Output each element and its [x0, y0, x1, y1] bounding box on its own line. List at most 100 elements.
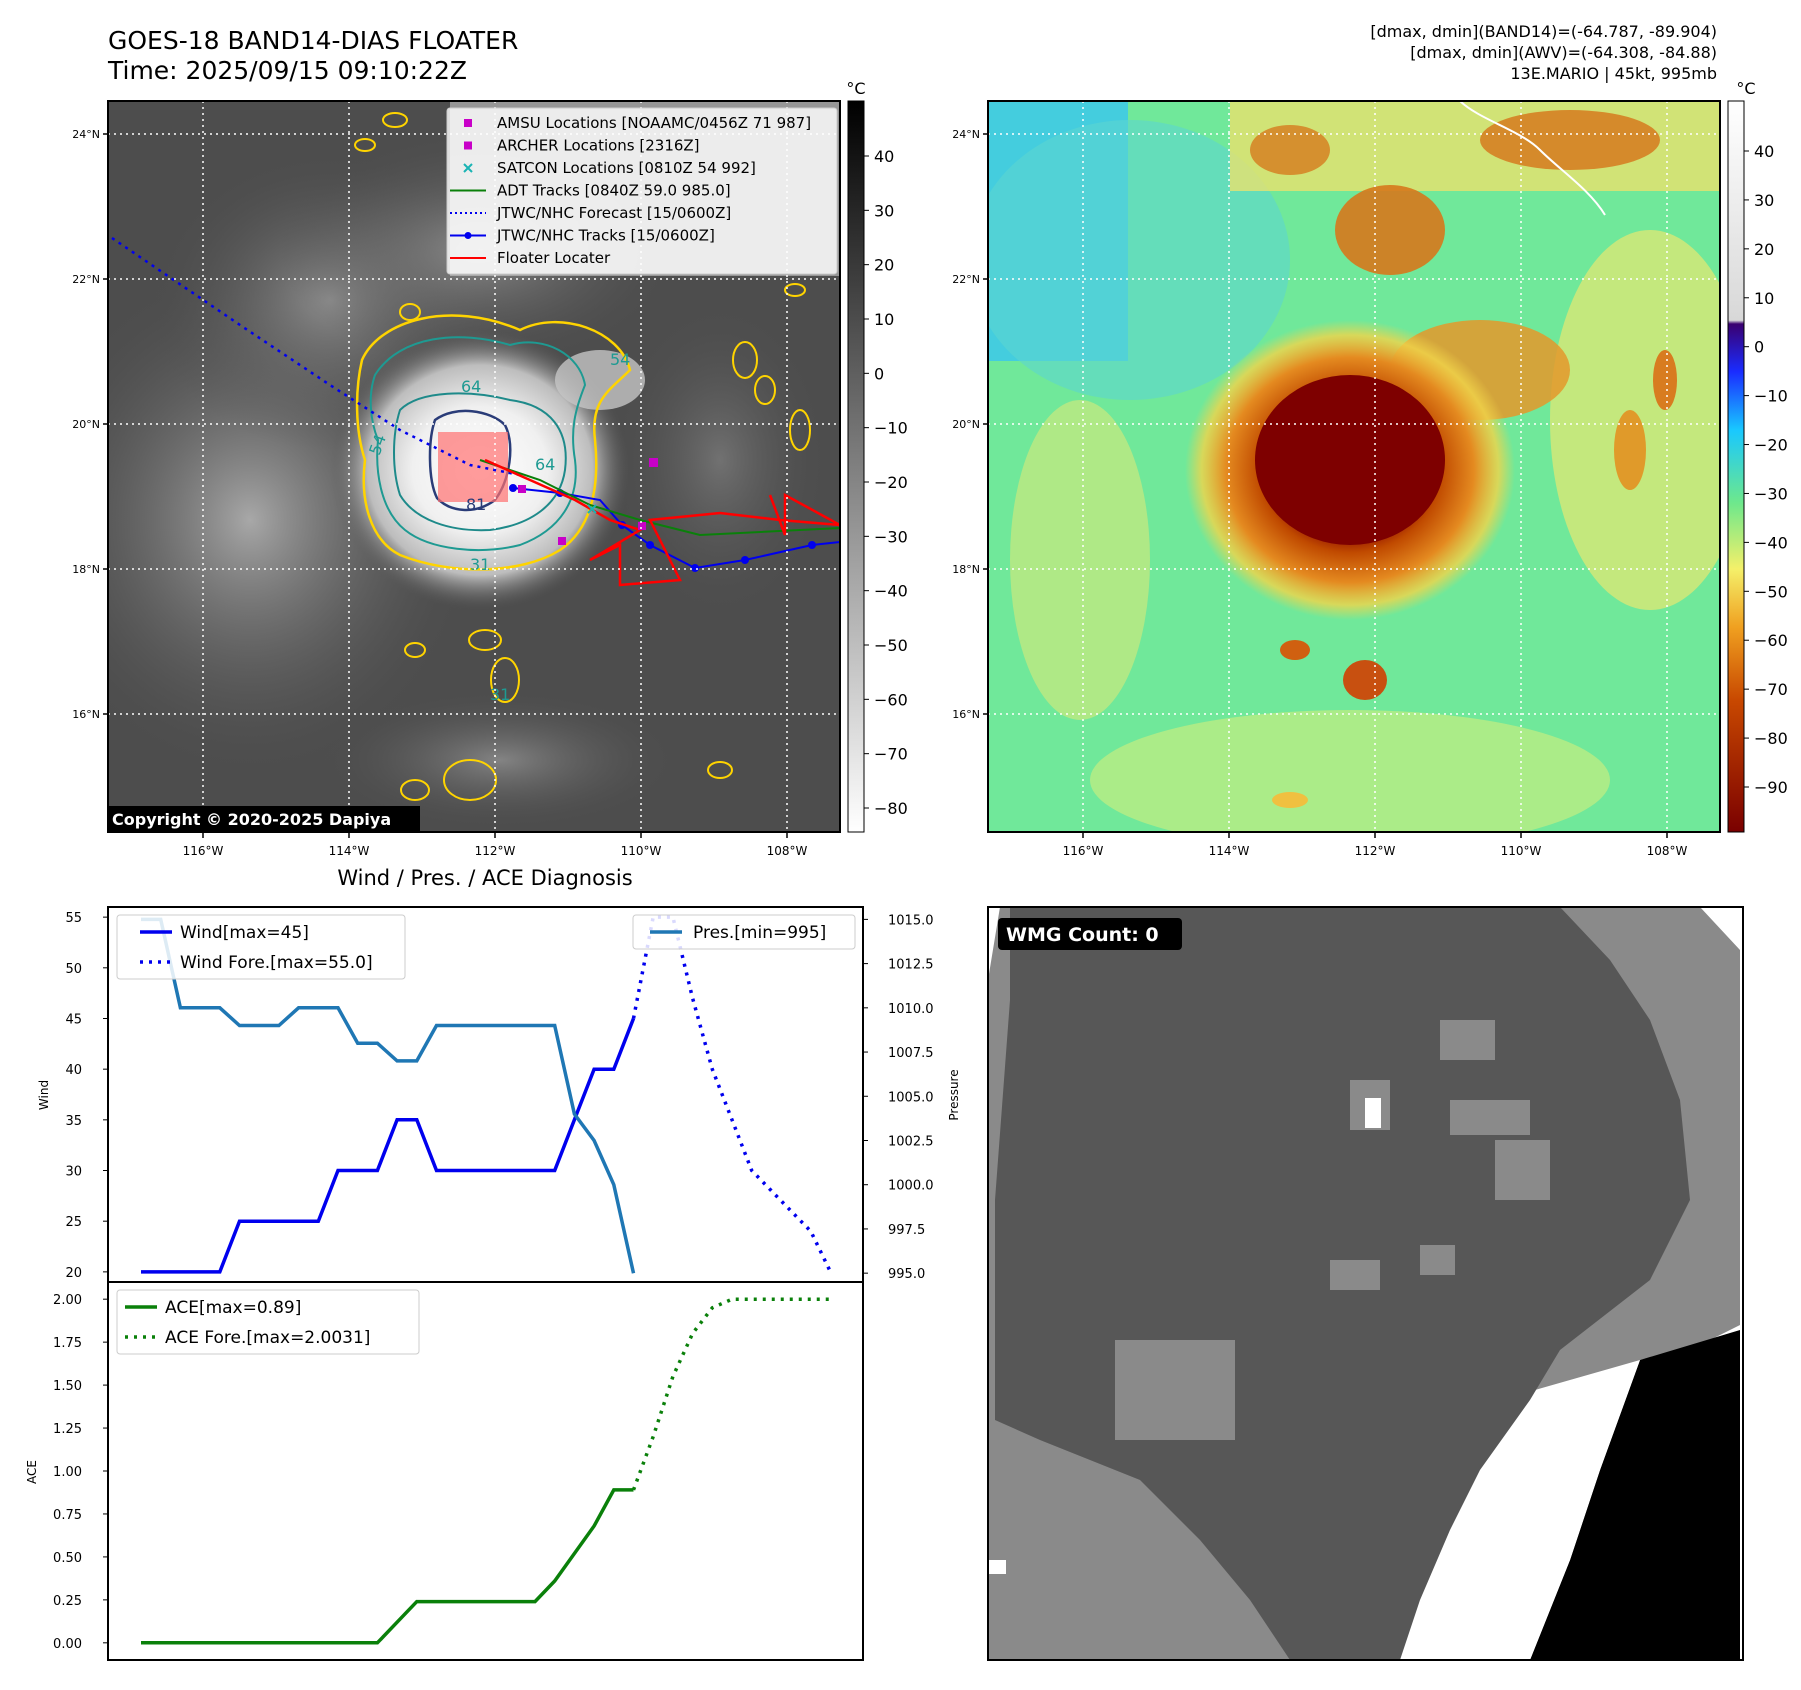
ace-axis-label: ACE [25, 1460, 39, 1484]
small-contours [354, 112, 811, 801]
pressure-tick-label: 1015.0 [888, 913, 934, 928]
lon-label: 108°W [1647, 844, 1688, 858]
floater-box [438, 432, 508, 502]
colorbar-label: 0 [1754, 338, 1764, 357]
stats-line1: [dmax, dmin](BAND14)=(-64.787, -89.904) [1370, 22, 1717, 41]
pressure-tick-label: 1000.0 [888, 1179, 934, 1194]
series-line [141, 1488, 634, 1645]
contour-label: 64 [535, 455, 555, 474]
legend-label: ARCHER Locations [2316Z] [497, 137, 700, 155]
legend-label: Pres.[min=995] [693, 923, 826, 943]
ace-tick-label: 2.00 [53, 1293, 82, 1308]
contour-label: 31 [490, 685, 510, 704]
wind-pressure-chart: Wind Pressure 20 25 30 35 40 45 50 55 995.0 997.… [37, 906, 961, 1283]
contour-label: 54 [610, 350, 630, 369]
wind-tick-label: 45 [65, 1012, 82, 1027]
pressure-tick-label: 997.5 [888, 1223, 925, 1238]
wmg-count-text: WMG Count: 0 [1006, 924, 1159, 946]
colorbar-label: −20 [1754, 436, 1788, 455]
colorbar-label: 10 [1754, 289, 1774, 308]
contour-54 [369, 336, 587, 551]
lon-label: 108°W [767, 844, 808, 858]
amsu-marker [649, 458, 658, 467]
wmg-count-badge [998, 918, 1182, 950]
lat-label: 18°N [952, 563, 980, 576]
wind-tick-label: 40 [65, 1063, 82, 1078]
lon-label: 110°W [1501, 844, 1542, 858]
lat-label: 16°N [952, 708, 980, 721]
colorbar-label: 40 [1754, 142, 1774, 161]
series-line [141, 1017, 636, 1274]
legend-marker [464, 141, 472, 150]
colorbar-label: −10 [1754, 387, 1788, 406]
legend-marker [464, 232, 472, 239]
pressure-tick-label: 1005.0 [888, 1090, 934, 1105]
colorbar-label: 30 [874, 201, 894, 220]
lat-label: 20°N [72, 418, 100, 431]
ace-tick-label: 1.25 [53, 1422, 82, 1437]
stats-line3: 13E.MARIO | 45kt, 995mb [1510, 64, 1717, 83]
legend-marker [464, 119, 472, 127]
wmg-panel: WMG Count: 0 [987, 906, 1744, 1661]
colorbar-label: −40 [874, 582, 908, 601]
colorbar-label: −80 [1754, 729, 1788, 748]
legend-label: ACE Fore.[max=2.0031] [165, 1328, 370, 1348]
colorbar-label: −40 [1754, 533, 1788, 552]
lon-label: 116°W [1063, 844, 1104, 858]
colorbar-label: −50 [1754, 582, 1788, 601]
ace-legend [116, 1289, 420, 1355]
lat-label: 22°N [72, 273, 100, 286]
legend-marker [463, 163, 473, 173]
legend-label: SATCON Locations [0810Z 54 992] [497, 159, 756, 177]
lon-label: 114°W [1209, 844, 1250, 858]
gray-colorbar-unit: °C [846, 79, 865, 98]
lat-label: 16°N [72, 708, 100, 721]
colorbar-label: 30 [1754, 191, 1774, 210]
pressure-legend [632, 914, 856, 950]
color-colorbar-unit: °C [1736, 79, 1755, 98]
colorbar-label: −50 [874, 636, 908, 655]
ace-tick-label: 0.00 [53, 1637, 82, 1652]
legend-label: JTWC/NHC Forecast [15/0600Z] [496, 204, 731, 222]
colorbar-label: −30 [874, 527, 908, 546]
lat-label: 22°N [952, 273, 980, 286]
contour-31 [355, 314, 632, 571]
colorbar-label: −90 [1754, 778, 1788, 797]
colorbar-label: 20 [1754, 240, 1774, 259]
stats-line2: [dmax, dmin](AWV)=(-64.308, -84.88) [1410, 43, 1717, 62]
contour-label: 31 [470, 555, 490, 574]
colorbar-label: −70 [874, 745, 908, 764]
lon-label: 114°W [329, 844, 370, 858]
adt-track [479, 459, 840, 537]
lat-label: 20°N [952, 418, 980, 431]
legend-label: Wind Fore.[max=55.0] [180, 953, 373, 973]
colorbar-label: −60 [874, 690, 908, 709]
wind-tick-label: 30 [65, 1165, 82, 1180]
ace-tick-label: 0.25 [53, 1594, 82, 1609]
lat-label: 24°N [72, 128, 100, 141]
wind-legend [116, 914, 406, 980]
contour-label: 81 [466, 495, 486, 514]
colorbar-label: 20 [874, 256, 894, 275]
map-legend [446, 107, 838, 275]
figure-title-line2: Time: 2025/09/15 09:10:22Z [108, 56, 467, 85]
map-grid [988, 101, 1720, 832]
colorbar-label: −30 [1754, 484, 1788, 503]
wind-tick-label: 55 [65, 911, 82, 926]
lon-label: 112°W [475, 844, 516, 858]
ace-tick-label: 1.75 [53, 1336, 82, 1351]
pressure-tick-label: 995.0 [888, 1267, 925, 1282]
lat-label: 24°N [952, 128, 980, 141]
copyright-text: Copyright © 2020-2025 Dapiya [112, 810, 391, 829]
archer-marker [518, 485, 526, 493]
pressure-tick-label: 1010.0 [888, 1002, 934, 1017]
color-colorbar: °C 40 30 20 10 0 −10 −20 −30 −40 −50 −60 −70 −80 −90 [1727, 79, 1788, 833]
pressure-tick-label: 1007.5 [888, 1046, 934, 1061]
lon-label: 112°W [1355, 844, 1396, 858]
lon-label: 110°W [621, 844, 662, 858]
legend-label: AMSU Locations [NOAAMC/0456Z 71 987] [497, 114, 811, 132]
colorbar-label: 40 [874, 147, 894, 166]
wind-tick-label: 25 [65, 1215, 82, 1230]
diagnosis-title: Wind / Pres. / ACE Diagnosis [337, 866, 632, 890]
color-map-panel: 24°N 22°N 20°N 18°N 16°N 116°W 114°W 112°W 110°W… [952, 100, 1721, 858]
